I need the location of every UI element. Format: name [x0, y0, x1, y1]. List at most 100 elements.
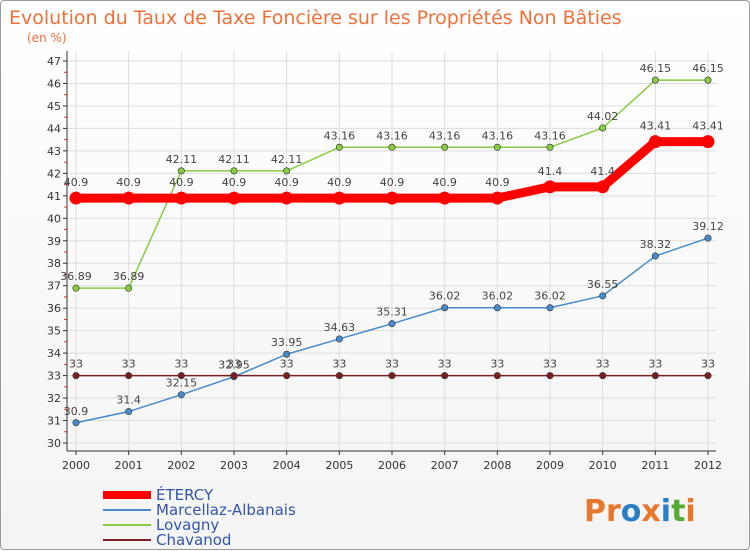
y-tick-label: 34 — [47, 347, 61, 360]
data-point — [599, 372, 607, 380]
y-tick-label: 47 — [47, 55, 61, 68]
proxiti-logo: Proxiti — [584, 494, 696, 529]
data-label: 44.02 — [587, 110, 619, 123]
y-tick-label: 35 — [47, 325, 61, 338]
data-point — [493, 304, 501, 312]
data-label: 36.02 — [482, 290, 514, 303]
data-point — [177, 391, 185, 399]
data-point — [335, 335, 343, 343]
data-label: 34.63 — [324, 321, 356, 334]
chart-title: Evolution du Taux de Taxe Foncière sur l… — [9, 7, 622, 29]
data-point — [335, 143, 343, 151]
data-label: 36.89 — [113, 270, 145, 283]
data-label: 41.4 — [538, 165, 563, 178]
data-label: 46.15 — [640, 62, 672, 75]
data-label: 31.4 — [116, 394, 141, 407]
data-point — [125, 372, 133, 380]
x-tick-label: 2011 — [641, 459, 669, 472]
data-point — [177, 372, 185, 380]
data-label: 33 — [490, 358, 504, 371]
y-tick-label: 45 — [47, 100, 61, 113]
data-point — [651, 252, 659, 260]
data-label: 35.31 — [376, 306, 408, 319]
data-point — [177, 167, 185, 175]
data-label: 42.11 — [271, 153, 303, 166]
data-label: 42.11 — [166, 153, 198, 166]
data-point — [283, 350, 291, 358]
data-point — [599, 124, 607, 132]
y-tick-label: 38 — [47, 257, 61, 270]
legend-label: Marcellaz-Albanais — [156, 501, 296, 519]
legend-label: ÉTERCY — [156, 485, 214, 504]
data-point — [596, 180, 610, 194]
y-tick-label: 41 — [47, 190, 61, 203]
data-point — [280, 191, 294, 205]
data-label: 33 — [543, 358, 557, 371]
chart-subtitle: (en %) — [27, 31, 67, 45]
logo-letter: Pr — [584, 494, 621, 529]
y-tick-label: 31 — [47, 415, 61, 428]
x-tick-label: 2000 — [62, 459, 90, 472]
x-tick-label: 2003 — [220, 459, 248, 472]
series-chavanod: 33 33 33 33 33 33 33 33 33 33 33 33 33 — [69, 358, 715, 380]
data-label: 40.9 — [64, 176, 89, 189]
x-tick-label: 2002 — [167, 459, 195, 472]
data-label: 40.9 — [169, 176, 194, 189]
data-label: 39.12 — [692, 220, 724, 233]
data-label: 33 — [227, 358, 241, 371]
data-label: 43.16 — [534, 129, 566, 142]
data-label: 40.9 — [274, 176, 299, 189]
logo-letter: i — [661, 494, 671, 529]
data-label: 33 — [438, 358, 452, 371]
legend-label: Lovagny — [156, 516, 219, 534]
data-point — [227, 191, 241, 205]
series-marcellaz-albanais: 30.9 31.4 32.15 32.95 33.95 34.63 35.31 36.02 36… — [64, 220, 724, 427]
axes: 30 31 32 33 34 35 36 37 38 39 40 41 42 43 44 45 46 47 2000… — [47, 51, 722, 472]
data-point — [704, 372, 712, 380]
data-label: 41.4 — [590, 165, 615, 178]
y-tick-label: 33 — [47, 370, 61, 383]
y-tick-label: 42 — [47, 167, 61, 180]
data-label: 40.9 — [116, 176, 141, 189]
y-tick-label: 37 — [47, 280, 61, 293]
data-point — [283, 167, 291, 175]
data-point — [493, 143, 501, 151]
data-point — [230, 167, 238, 175]
data-point — [441, 304, 449, 312]
data-point — [438, 191, 452, 205]
data-point — [546, 304, 554, 312]
gridlines — [67, 51, 716, 451]
y-tick-label: 39 — [47, 235, 61, 248]
data-point — [335, 372, 343, 380]
y-tick-label: 44 — [47, 122, 61, 135]
x-tick-label: 2010 — [589, 459, 617, 472]
data-label: 33 — [385, 358, 399, 371]
data-label: 36.02 — [429, 290, 461, 303]
data-point — [648, 135, 662, 149]
data-label: 43.41 — [640, 120, 672, 133]
data-label: 33 — [69, 358, 83, 371]
data-label: 33 — [280, 358, 294, 371]
logo-letter: i — [685, 494, 695, 529]
y-tick-label: 30 — [47, 437, 61, 450]
data-label: 43.16 — [324, 129, 356, 142]
data-point — [388, 320, 396, 328]
data-point — [125, 408, 133, 416]
y-tick-label: 32 — [47, 392, 61, 405]
data-point — [72, 372, 80, 380]
data-point — [69, 191, 83, 205]
data-point — [385, 191, 399, 205]
data-label: 40.9 — [222, 176, 247, 189]
data-point — [704, 76, 712, 84]
data-label: 46.15 — [692, 62, 724, 75]
data-point — [388, 143, 396, 151]
data-point — [599, 292, 607, 300]
logo-letter: t — [671, 494, 685, 529]
logo-letter: o — [621, 494, 642, 529]
data-point — [125, 284, 133, 292]
data-label: 33.95 — [271, 336, 303, 349]
data-point — [332, 191, 346, 205]
data-label: 33 — [596, 358, 610, 371]
